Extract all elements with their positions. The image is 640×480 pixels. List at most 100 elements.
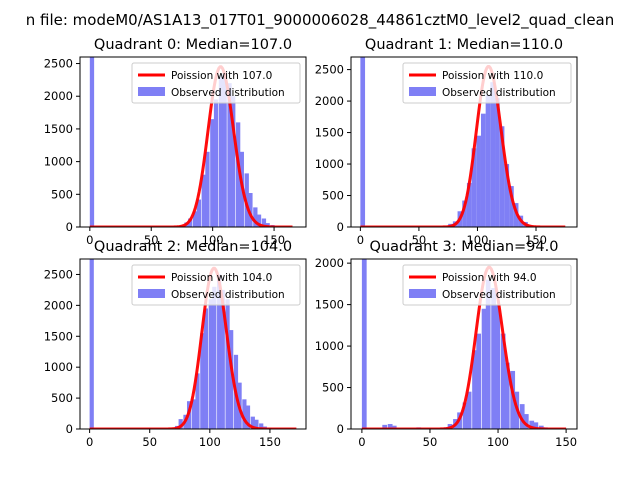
quadrant-1-title: Quadrant 1: Median=110.0 xyxy=(365,37,563,53)
histogram-bar xyxy=(391,425,397,429)
histogram-bar xyxy=(495,304,501,429)
x-tick-label: 50 xyxy=(142,435,157,449)
legend-poisson-label: Poission with 107.0 xyxy=(171,70,272,82)
legend-poisson-label: Poission with 104.0 xyxy=(171,272,272,284)
histogram-bar xyxy=(250,416,255,429)
legend-observed-swatch xyxy=(138,289,165,298)
histogram-bar xyxy=(499,126,505,227)
legend-box xyxy=(402,62,572,104)
histogram-bar xyxy=(254,419,259,429)
histogram-bar xyxy=(203,308,209,429)
y-tick-label: 500 xyxy=(322,189,344,203)
histogram-bar xyxy=(510,370,516,429)
x-tick-label: 0 xyxy=(86,435,93,449)
legend-observed-label: Observed distribution xyxy=(442,87,556,99)
quadrant-3-title: Quadrant 3: Median=94.0 xyxy=(370,239,559,255)
y-tick-label: 0 xyxy=(66,422,73,436)
axes-frame xyxy=(79,258,307,430)
histogram-bar xyxy=(210,119,215,227)
histogram-bar xyxy=(495,97,500,227)
histogram-bar xyxy=(231,96,236,227)
histogram-bar xyxy=(466,182,472,227)
histogram-bar xyxy=(361,259,367,429)
y-tick-label: 500 xyxy=(51,187,73,201)
y-tick-label: 1500 xyxy=(315,298,344,312)
legend-observed-swatch xyxy=(409,87,436,96)
x-tick-label: 100 xyxy=(487,435,509,449)
y-tick-label: 1000 xyxy=(44,155,73,169)
poisson-curve xyxy=(361,265,567,429)
x-tick-label: 150 xyxy=(259,435,281,449)
histogram-bar xyxy=(229,330,234,429)
histogram-bar xyxy=(196,199,201,227)
x-tick-label: 0 xyxy=(86,233,93,247)
poisson-curve xyxy=(89,65,293,227)
axes-frame xyxy=(350,258,578,430)
x-tick-label: 50 xyxy=(412,233,427,247)
y-tick-label: 1000 xyxy=(315,339,344,353)
histogram-bar xyxy=(195,373,200,429)
legend-observed-swatch xyxy=(138,87,165,96)
histogram-bar xyxy=(89,259,94,429)
y-tick-label: 2000 xyxy=(44,89,73,103)
histogram-bar xyxy=(208,299,213,429)
histogram-bar xyxy=(218,76,224,227)
y-tick-label: 1000 xyxy=(44,360,73,374)
histogram-bar xyxy=(222,73,227,227)
x-tick-label: 150 xyxy=(555,435,577,449)
quadrant-0-data xyxy=(89,57,293,227)
legend-box xyxy=(131,264,301,306)
y-tick-label: 0 xyxy=(337,422,344,436)
histogram-bar xyxy=(476,135,481,227)
x-tick-label: 50 xyxy=(144,233,159,247)
x-tick-label: 100 xyxy=(199,435,221,449)
histogram-bar xyxy=(476,333,482,429)
legend-box xyxy=(131,62,301,104)
histogram-bar xyxy=(485,94,491,227)
quadrant-0-title: Quadrant 0: Median=107.0 xyxy=(94,37,292,53)
histogram-bar xyxy=(519,404,525,429)
legend-observed-label: Observed distribution xyxy=(171,289,285,301)
legend-observed-label: Observed distribution xyxy=(171,87,285,99)
legend-poisson-label: Poission with 110.0 xyxy=(442,70,543,82)
y-tick-label: 500 xyxy=(322,381,344,395)
legend-observed-label: Observed distribution xyxy=(442,289,556,301)
quadrant-1-data xyxy=(360,57,566,227)
histogram-bar xyxy=(188,218,193,227)
histogram-bar xyxy=(89,57,95,227)
histogram-bar xyxy=(217,274,222,429)
histogram-bar xyxy=(462,402,468,429)
histogram-bar xyxy=(253,207,258,227)
histogram-bar xyxy=(360,57,366,227)
histogram-bar xyxy=(462,200,467,227)
x-tick-label: 100 xyxy=(466,233,488,247)
histogram-bar xyxy=(245,405,251,429)
y-tick-label: 0 xyxy=(66,220,73,234)
axes-frame xyxy=(350,56,578,228)
histogram-bar xyxy=(504,362,510,429)
histogram-bar xyxy=(491,288,496,429)
y-tick-label: 500 xyxy=(51,391,73,405)
histogram-bar xyxy=(466,391,472,429)
histogram-bar xyxy=(191,399,197,429)
histogram-bar xyxy=(481,308,487,429)
y-tick-label: 1500 xyxy=(44,329,73,343)
histogram-bar xyxy=(265,223,270,227)
x-tick-label: 0 xyxy=(358,435,365,449)
histogram-bar xyxy=(382,424,388,429)
figure-suptitle: n file: modeM0/AS1A13_017T01_9000006028_… xyxy=(26,11,615,30)
histogram-bar xyxy=(235,122,241,227)
y-tick-label: 1500 xyxy=(44,122,73,136)
histogram-bar xyxy=(213,99,219,227)
legend-box xyxy=(402,264,572,306)
y-tick-label: 1500 xyxy=(315,126,344,140)
y-tick-label: 1000 xyxy=(315,157,344,171)
y-tick-label: 0 xyxy=(337,220,344,234)
histogram-bar xyxy=(212,286,217,429)
y-tick-label: 2000 xyxy=(315,94,344,108)
histogram-bar xyxy=(490,82,496,227)
